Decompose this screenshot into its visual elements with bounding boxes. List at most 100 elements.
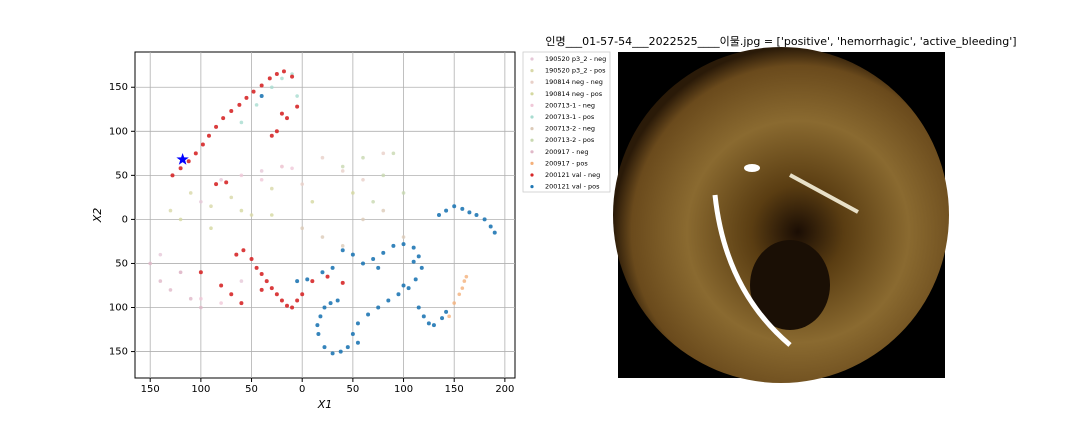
legend-marker <box>530 69 534 73</box>
scatter-point <box>198 270 203 275</box>
scatter-point <box>371 199 375 204</box>
scatter-point <box>401 191 406 195</box>
scatter-point <box>259 287 264 292</box>
image-title: 인명___01-57-54___2022525____이물.jpg = ['po… <box>545 35 1016 48</box>
scatter-point <box>361 177 365 182</box>
scatter-point <box>219 177 223 182</box>
scatter-point <box>467 210 472 215</box>
scatter-point <box>158 279 163 283</box>
legend-label: 190814 neg - pos <box>545 90 603 98</box>
scatter-point <box>474 213 479 217</box>
scatter-point <box>335 298 340 303</box>
scatter-point <box>482 217 487 222</box>
scatter-point <box>239 208 244 213</box>
y-tick-label: 50 <box>115 258 128 269</box>
legend-box <box>522 51 611 193</box>
scatter-point <box>244 95 249 100</box>
scatter-point <box>340 164 345 169</box>
highlight-star <box>176 153 189 165</box>
scatter-point <box>234 252 239 257</box>
legend-label: 190814 neg - neg <box>545 78 603 86</box>
scatter-point <box>199 199 203 204</box>
x-tick-label: 100 <box>191 384 210 395</box>
scatter-point <box>239 301 244 306</box>
scatter-point <box>401 283 406 288</box>
scatter-point <box>300 226 305 231</box>
scatter-point <box>381 151 386 156</box>
scatter-point <box>178 270 183 275</box>
scatter-point <box>168 208 173 213</box>
scatter-point <box>249 257 254 262</box>
scatter-point <box>239 120 244 125</box>
scatter-point <box>209 204 213 208</box>
scatter-point <box>214 124 219 129</box>
x-tick-label: 100 <box>394 384 413 395</box>
scatter-point <box>239 279 244 283</box>
y-tick-label: 100 <box>109 126 128 137</box>
scatter-point <box>285 303 289 308</box>
scatter-point <box>280 76 284 81</box>
scatter-point <box>413 277 418 282</box>
scatter-point <box>209 226 213 231</box>
scatter-point <box>229 109 234 114</box>
x-tick-label: 200 <box>495 384 514 395</box>
scatter-point <box>411 259 416 264</box>
y-tick-label: 0 <box>122 214 128 225</box>
legend-label: 200121 val - neg <box>545 171 600 179</box>
scatter-point <box>295 94 299 98</box>
scatter-point <box>355 340 360 345</box>
scatter-point <box>391 151 396 156</box>
x-tick-label: 150 <box>445 384 464 395</box>
scatter-point <box>419 265 424 270</box>
x-tick-label: 50 <box>245 384 258 395</box>
legend-marker <box>530 138 534 142</box>
scatter-point <box>426 321 431 326</box>
scatter-point <box>320 270 325 275</box>
scatter-point <box>340 248 345 253</box>
scatter-point <box>148 261 152 266</box>
scatter-point <box>280 164 284 169</box>
scatter-point <box>254 265 259 270</box>
scatter-point <box>274 129 279 134</box>
scatter-point <box>295 298 300 303</box>
scatter-point <box>431 323 436 328</box>
scatter-point <box>221 116 226 121</box>
scatter-point <box>338 349 343 354</box>
x-axis-label: X1 <box>317 398 333 411</box>
scatter-point <box>381 173 386 178</box>
scatter-point <box>447 314 451 319</box>
scatter-point <box>295 279 300 284</box>
scatter-point <box>462 279 467 283</box>
scatter-point <box>444 208 449 213</box>
scatter-point <box>214 182 219 187</box>
scatter-point <box>350 252 355 257</box>
legend-marker <box>530 92 534 96</box>
scatter-point <box>318 314 323 319</box>
scatter-point <box>460 206 465 211</box>
scatter-point <box>310 199 315 204</box>
x-tick-label: 150 <box>141 384 160 395</box>
scatter-point <box>492 230 497 235</box>
scatter-point <box>193 151 198 156</box>
endoscopy-image <box>613 47 949 383</box>
scatter-point <box>386 298 391 303</box>
scatter-point <box>325 274 330 279</box>
scatter-point <box>340 169 345 173</box>
scatter-point <box>310 279 315 284</box>
scatter-point <box>219 301 223 305</box>
scatter-point <box>259 272 264 277</box>
scatter-point <box>251 89 256 94</box>
scatter-point <box>411 245 416 250</box>
scatter-point <box>229 195 234 200</box>
scatter-point <box>259 83 264 88</box>
y-axis-label: X2 <box>91 208 104 224</box>
scatter-point <box>188 296 193 301</box>
scatter-point <box>350 331 355 336</box>
scatter-point <box>328 301 333 306</box>
scatter-point <box>416 305 421 310</box>
scatter-point <box>381 250 386 255</box>
scatter-point <box>300 292 305 297</box>
scatter-point <box>376 305 381 310</box>
scatter-point <box>188 191 193 195</box>
